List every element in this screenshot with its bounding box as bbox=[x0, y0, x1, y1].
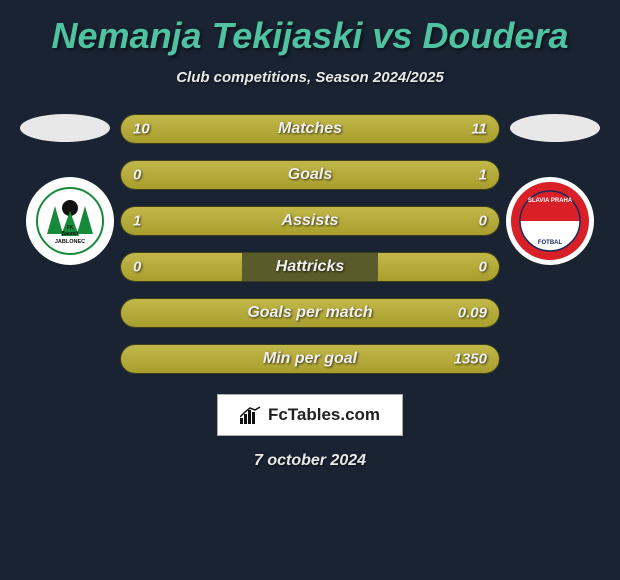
stat-label: Goals per match bbox=[247, 304, 372, 322]
stat-value-right: 0 bbox=[479, 259, 487, 276]
stat-value-left: 0 bbox=[133, 259, 141, 276]
stat-row: Hattricks 0 0 bbox=[120, 252, 500, 282]
stat-row: Matches 10 11 bbox=[120, 114, 500, 144]
fctables-logo-icon bbox=[240, 406, 262, 424]
stat-value-left: 10 bbox=[133, 121, 150, 138]
stat-value-right: 0.09 bbox=[458, 305, 487, 322]
stat-row: Goals 0 1 bbox=[120, 160, 500, 190]
bar-fill-left bbox=[121, 161, 185, 189]
title: Nemanja Tekijaski vs Doudera bbox=[52, 15, 569, 57]
date-text: 7 october 2024 bbox=[254, 452, 366, 470]
stats-bars: Matches1011Goals01Assists10Hattricks00Go… bbox=[120, 114, 500, 374]
main-area: FK Baumit JABLONEC Matches1011Goals01Ass… bbox=[0, 114, 620, 374]
svg-text:JABLONEC: JABLONEC bbox=[55, 239, 85, 245]
svg-text:FOTBAL: FOTBAL bbox=[538, 240, 563, 246]
stat-label: Min per goal bbox=[263, 350, 357, 368]
slavia-badge-icon: SLAVIA PRAHA FOTBAL bbox=[511, 182, 589, 260]
stat-value-left: 0 bbox=[133, 167, 141, 184]
branding-text: FcTables.com bbox=[268, 405, 380, 425]
player1-name: Nemanja Tekijaski bbox=[52, 15, 363, 56]
stat-value-right: 11 bbox=[471, 121, 487, 138]
stat-value-right: 0 bbox=[479, 213, 487, 230]
stat-label: Assists bbox=[282, 212, 339, 230]
comparison-card: Nemanja Tekijaski vs Doudera Club compet… bbox=[0, 0, 620, 480]
bar-fill-right bbox=[185, 161, 499, 189]
bar-fill-left bbox=[121, 299, 234, 327]
stat-row: Goals per match 0.09 bbox=[120, 298, 500, 328]
right-club-badge: SLAVIA PRAHA FOTBAL bbox=[506, 177, 594, 265]
bar-fill-left bbox=[121, 345, 253, 373]
stat-row: Min per goal 1350 bbox=[120, 344, 500, 374]
bar-fill-left bbox=[121, 207, 435, 235]
right-flag bbox=[510, 114, 600, 142]
jablonec-badge-icon: FK Baumit JABLONEC bbox=[35, 186, 105, 256]
player2-name: Doudera bbox=[422, 15, 568, 56]
stat-label: Matches bbox=[278, 120, 342, 138]
stat-value-left: 1 bbox=[133, 213, 141, 230]
right-side: SLAVIA PRAHA FOTBAL bbox=[500, 114, 600, 265]
stat-value-right: 1 bbox=[479, 167, 487, 184]
stat-value-right: 1350 bbox=[454, 351, 487, 368]
svg-text:SLAVIA PRAHA: SLAVIA PRAHA bbox=[528, 198, 573, 204]
svg-text:Baumit: Baumit bbox=[62, 231, 79, 237]
left-side: FK Baumit JABLONEC bbox=[20, 114, 120, 265]
vs-text: vs bbox=[372, 15, 412, 56]
branding-box: FcTables.com bbox=[217, 394, 403, 436]
stat-label: Goals bbox=[288, 166, 332, 184]
bar-fill-right bbox=[435, 207, 499, 235]
subtitle: Club competitions, Season 2024/2025 bbox=[176, 69, 444, 86]
stat-label: Hattricks bbox=[276, 258, 344, 276]
stat-row: Assists 1 0 bbox=[120, 206, 500, 236]
left-flag bbox=[20, 114, 110, 142]
left-club-badge: FK Baumit JABLONEC bbox=[26, 177, 114, 265]
